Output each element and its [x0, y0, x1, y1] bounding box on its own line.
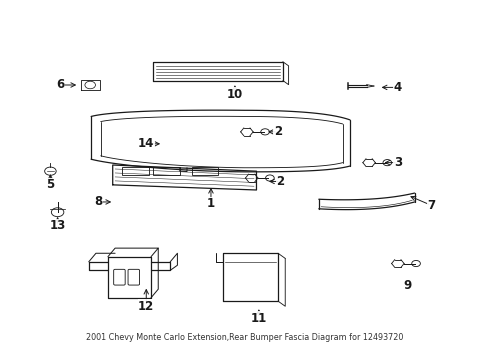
Text: 7: 7	[427, 199, 435, 212]
Text: 12: 12	[138, 300, 154, 313]
Text: 11: 11	[250, 312, 266, 325]
Text: 5: 5	[46, 178, 55, 192]
Text: 3: 3	[393, 156, 401, 169]
Text: 2: 2	[273, 125, 282, 138]
Text: 13: 13	[49, 219, 65, 233]
Text: 4: 4	[393, 81, 401, 94]
Text: 10: 10	[226, 88, 243, 101]
Text: 6: 6	[56, 78, 64, 91]
Text: 2001 Chevy Monte Carlo Extension,Rear Bumper Fascia Diagram for 12493720: 2001 Chevy Monte Carlo Extension,Rear Bu…	[85, 333, 403, 342]
Text: 14: 14	[138, 137, 154, 150]
Text: 2: 2	[276, 175, 284, 188]
Text: 9: 9	[403, 279, 411, 292]
Text: 1: 1	[206, 197, 215, 210]
Text: 8: 8	[94, 195, 102, 208]
